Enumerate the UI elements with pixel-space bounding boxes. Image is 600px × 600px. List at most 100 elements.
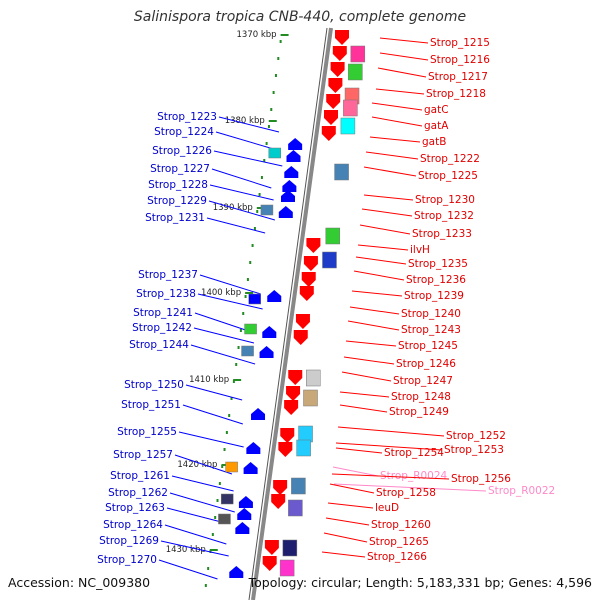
ruler-dot bbox=[230, 397, 233, 400]
left-gene-leader bbox=[182, 404, 243, 425]
right-gene-label: Strop_1239 bbox=[404, 290, 464, 302]
right-strand-block bbox=[282, 539, 298, 557]
ruler-dot bbox=[256, 210, 259, 213]
left-gene-label: Strop_1229 bbox=[147, 195, 207, 207]
right-strand-block bbox=[279, 559, 295, 577]
left-gene-label: Strop_1250 bbox=[124, 379, 184, 391]
left-strand-arrow bbox=[235, 522, 250, 534]
left-gene-leader bbox=[194, 312, 252, 333]
right-strand-arrow bbox=[332, 46, 347, 61]
right-gene-leader bbox=[323, 532, 368, 543]
right-gene-label: gatA bbox=[424, 120, 449, 132]
right-gene-label: Strop_1249 bbox=[389, 406, 449, 418]
right-gene-leader bbox=[343, 356, 395, 365]
left-gene-leader bbox=[174, 454, 233, 475]
right-gene-leader bbox=[363, 194, 414, 201]
left-gene-leader bbox=[178, 431, 244, 448]
kbp-tick-label: 1430 kbp bbox=[166, 545, 206, 555]
right-gene-leader bbox=[371, 116, 423, 127]
right-gene-leader bbox=[365, 151, 419, 160]
left-gene-label: Strop_1255 bbox=[117, 426, 177, 438]
left-gene-label: Strop_1264 bbox=[103, 519, 163, 531]
ruler-dot bbox=[249, 261, 252, 264]
left-gene-label: Strop_1262 bbox=[108, 487, 168, 499]
right-strand-block bbox=[296, 439, 311, 457]
right-gene-label: Strop_1245 bbox=[398, 340, 458, 352]
right-strand-arrow bbox=[288, 370, 303, 385]
right-gene-leader bbox=[339, 391, 390, 398]
left-gene-leader bbox=[169, 492, 235, 513]
right-gene-leader bbox=[359, 224, 411, 235]
left-gene-label: Strop_1227 bbox=[150, 163, 210, 175]
right-strand-block bbox=[306, 369, 321, 387]
right-gene-leader bbox=[355, 256, 407, 265]
left-strand-block bbox=[268, 147, 282, 159]
right-gene-label: Strop_1225 bbox=[418, 170, 478, 182]
right-gene-label: Strop_1233 bbox=[412, 228, 472, 240]
ruler-dot bbox=[258, 193, 261, 196]
right-strand-arrow bbox=[330, 62, 345, 77]
genome-summary: Topology: circular; Length: 5,183,331 bp… bbox=[248, 575, 592, 590]
right-gene-label: Strop_1217 bbox=[428, 71, 488, 83]
right-strand-arrow bbox=[280, 428, 295, 443]
left-strand-arrow bbox=[288, 138, 303, 150]
right-gene-label: Strop_1230 bbox=[415, 194, 475, 206]
left-strand-block bbox=[225, 461, 238, 473]
right-gene-label: Strop_1243 bbox=[401, 324, 461, 336]
left-gene-label: Strop_1223 bbox=[157, 111, 217, 123]
left-strand-arrow bbox=[284, 166, 299, 178]
left-gene-leader bbox=[213, 150, 283, 167]
ruler-dot bbox=[211, 533, 214, 536]
right-gene-leader bbox=[357, 244, 409, 251]
right-gene-leader bbox=[325, 517, 370, 526]
ruler-dot bbox=[218, 482, 221, 485]
right-gene-leader bbox=[351, 290, 403, 297]
right-gene-leader bbox=[353, 270, 405, 281]
ruler-dot bbox=[251, 244, 254, 247]
ruler-dot bbox=[246, 278, 249, 281]
right-strand-block bbox=[288, 499, 303, 517]
ruler-dot bbox=[228, 414, 231, 417]
ruler-dot bbox=[225, 431, 228, 434]
left-gene-label: Strop_1269 bbox=[99, 535, 159, 547]
accession-label: Accession: NC_009380 bbox=[8, 575, 151, 590]
right-gene-leader bbox=[377, 67, 427, 78]
ruler-dot bbox=[244, 295, 247, 298]
right-gene-label: Strop_1266 bbox=[367, 551, 427, 563]
right-gene-leader bbox=[345, 340, 397, 347]
right-strand-arrow bbox=[299, 286, 314, 301]
right-gene-label: Strop_1258 bbox=[376, 487, 436, 499]
left-strand-arrow bbox=[278, 206, 293, 218]
ruler-dot bbox=[272, 91, 275, 94]
right-gene-label: gatB bbox=[422, 136, 446, 148]
left-gene-label: Strop_1244 bbox=[129, 339, 189, 351]
left-gene-label: Strop_1241 bbox=[133, 307, 193, 319]
right-strand-arrow bbox=[321, 126, 336, 141]
right-gene-leader bbox=[379, 52, 429, 61]
right-gene-label: Strop_1252 bbox=[446, 430, 506, 442]
left-gene-leader bbox=[208, 200, 276, 221]
right-gene-label: Strop_R0024 bbox=[380, 470, 448, 482]
right-gene-label: Strop_1265 bbox=[369, 536, 429, 548]
right-gene-leader bbox=[361, 208, 413, 217]
right-strand-arrow bbox=[326, 94, 341, 109]
genome-backbone-edge bbox=[248, 27, 328, 600]
left-strand-arrow bbox=[286, 150, 301, 162]
right-gene-label: Strop_1215 bbox=[430, 37, 490, 49]
right-gene-leader bbox=[337, 426, 445, 437]
right-gene-label: Strop_1248 bbox=[391, 391, 451, 403]
right-strand-arrow bbox=[264, 540, 279, 555]
left-strand-arrow bbox=[238, 496, 253, 508]
left-strand-arrow bbox=[229, 566, 244, 578]
kbp-tick-label: 1420 kbp bbox=[177, 460, 217, 470]
ruler-dot bbox=[277, 57, 280, 60]
left-gene-label: Strop_1251 bbox=[121, 399, 181, 411]
right-gene-label: Strop_1235 bbox=[408, 258, 468, 270]
right-gene-leader bbox=[335, 447, 383, 454]
ruler-dot bbox=[270, 108, 273, 111]
right-gene-leader bbox=[341, 371, 392, 382]
left-strand-block bbox=[248, 293, 261, 305]
ruler-dot bbox=[207, 567, 210, 570]
right-strand-block bbox=[291, 477, 306, 495]
